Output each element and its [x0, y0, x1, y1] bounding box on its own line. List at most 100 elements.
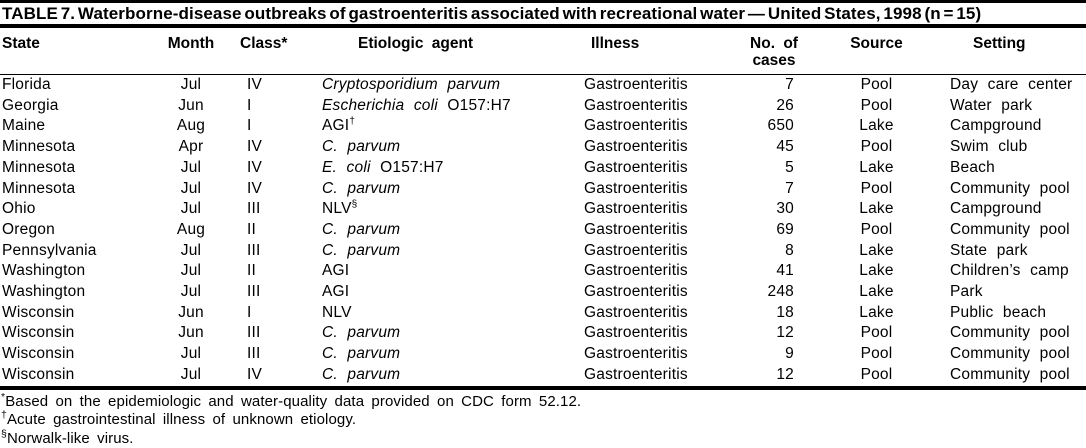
cell-setting: State park	[950, 241, 1028, 259]
cell-cases: 30	[776, 200, 794, 218]
cell-class: IV	[247, 179, 263, 197]
cell-cases: 7	[785, 179, 794, 197]
agent-italic: E. coli	[322, 158, 371, 176]
cell-source: Lake	[859, 262, 894, 280]
cell-etiologic-agent: E. coli O157:H7	[320, 158, 582, 179]
table-header: State Month Class* Etiologic agent Illne…	[0, 26, 1086, 75]
cell-state: Minnesota	[2, 158, 76, 176]
cell-etiologic-agent: Escherichia coli O157:H7	[320, 96, 582, 117]
cell-state: Wisconsin	[2, 303, 75, 321]
cell-source: Lake	[859, 283, 894, 301]
table-row: Minnesota Jul IV E. coli O157:H7 Gastroe…	[0, 158, 1086, 179]
cell-source: Lake	[859, 158, 894, 176]
header-source: Source	[850, 35, 903, 52]
footnote-nlv: §Norwalk-like virus.	[1, 428, 1086, 448]
cell-setting: Community pool	[950, 324, 1070, 342]
cell-setting: Swim club	[950, 138, 1028, 156]
cell-class: IV	[247, 365, 263, 383]
header-cases-line1: No. of	[750, 35, 798, 52]
header-row: State Month Class* Etiologic agent Illne…	[0, 26, 1086, 75]
cell-cases: 5	[785, 158, 794, 176]
cell-illness: Gastroenteritis	[584, 200, 688, 218]
cell-etiologic-agent: C. parvum	[320, 323, 582, 344]
agent-regular: O157:H7	[370, 158, 444, 176]
header-class: Class*	[240, 35, 288, 52]
cell-etiologic-agent: AGI	[320, 261, 582, 282]
cell-setting: Day care center	[950, 76, 1073, 93]
table-row: Wisconsin Jul IV C. parvum Gastroenterit…	[0, 365, 1086, 388]
table-row: Wisconsin Jul III C. parvum Gastroenteri…	[0, 344, 1086, 365]
cell-state: Wisconsin	[2, 324, 75, 342]
cell-illness: Gastroenteritis	[584, 96, 688, 114]
cell-illness: Gastroenteritis	[584, 345, 688, 363]
cell-state: Washington	[2, 283, 86, 301]
cell-source: Pool	[860, 138, 893, 156]
cell-setting: Campground	[950, 117, 1042, 135]
cell-class: I	[247, 96, 252, 114]
cell-etiologic-agent: C. parvum	[320, 344, 582, 365]
table-body: Florida Jul IV Cryptosporidium parvum Ga…	[0, 75, 1086, 388]
table-row: Oregon Aug II C. parvum Gastroenteritis …	[0, 220, 1086, 241]
cell-source: Pool	[860, 220, 893, 238]
cell-source: Pool	[860, 365, 893, 383]
cell-etiologic-agent: NLV§	[320, 199, 582, 220]
cell-cases: 69	[776, 220, 794, 238]
cell-setting: Public beach	[950, 303, 1047, 321]
cell-setting: Water park	[950, 96, 1033, 114]
agent-italic: C. parvum	[322, 138, 401, 156]
cell-state: Minnesota	[2, 138, 76, 156]
cell-source: Lake	[859, 117, 894, 135]
agent-italic: Escherichia coli	[322, 96, 438, 114]
cell-illness: Gastroenteritis	[584, 303, 688, 321]
cell-cases: 248	[767, 283, 794, 301]
table-row: Ohio Jul III NLV§ Gastroenteritis 30 Lak…	[0, 199, 1086, 220]
agent-regular: NLV	[322, 303, 352, 321]
cell-illness: Gastroenteritis	[584, 179, 688, 197]
agent-regular: O157:H7	[437, 96, 511, 114]
cell-month: Jun	[178, 303, 204, 321]
cell-etiologic-agent: C. parvum	[320, 220, 582, 241]
footnotes: *Based on the epidemiologic and water-qu…	[0, 390, 1086, 448]
cell-state: Wisconsin	[2, 365, 75, 383]
cell-month: Jul	[180, 262, 202, 280]
cell-month: Jul	[180, 345, 202, 363]
cell-illness: Gastroenteritis	[584, 117, 688, 135]
cell-cases: 41	[776, 262, 794, 280]
agent-italic: C. parvum	[322, 324, 401, 342]
table-row: Minnesota Apr IV C. parvum Gastroenterit…	[0, 137, 1086, 158]
cell-class: III	[247, 345, 261, 363]
agent-regular: AGI	[322, 262, 350, 280]
cell-class: I	[247, 303, 252, 321]
top-rule	[0, 0, 1086, 3]
cell-etiologic-agent: C. parvum	[320, 179, 582, 200]
cell-source: Pool	[860, 179, 893, 197]
table-row: Georgia Jun I Escherichia coli O157:H7 G…	[0, 96, 1086, 117]
cell-month: Aug	[176, 220, 206, 238]
footnote-class: *Based on the epidemiologic and water-qu…	[1, 391, 1086, 412]
table-row: Minnesota Jul IV C. parvum Gastroenterit…	[0, 179, 1086, 200]
cell-month: Jul	[180, 283, 202, 301]
agent-regular: NLV	[322, 200, 352, 218]
cell-state: Minnesota	[2, 179, 76, 197]
cell-class: IV	[247, 76, 263, 93]
cell-illness: Gastroenteritis	[584, 220, 688, 238]
cell-source: Pool	[860, 324, 893, 342]
cell-setting: Community pool	[950, 365, 1070, 383]
cell-class: IV	[247, 138, 263, 156]
cell-state: Georgia	[2, 96, 59, 114]
cell-cases: 45	[776, 138, 794, 156]
cell-cases: 9	[785, 345, 794, 363]
cell-etiologic-agent: NLV	[320, 303, 582, 324]
cell-class: III	[247, 200, 261, 218]
header-cases-line2: cases	[752, 52, 796, 69]
footnote-text: Based on the epidemiologic and water-qua…	[5, 392, 582, 410]
header-month: Month	[167, 35, 215, 52]
cell-month: Jul	[180, 365, 202, 383]
cell-cases: 7	[785, 76, 794, 93]
cell-illness: Gastroenteritis	[584, 76, 688, 93]
table-row: Wisconsin Jun I NLV Gastroenteritis 18 L…	[0, 303, 1086, 324]
cell-state: Florida	[2, 76, 51, 93]
cell-illness: Gastroenteritis	[584, 241, 688, 259]
agent-italic: C. parvum	[322, 365, 401, 383]
cell-class: III	[247, 241, 261, 259]
